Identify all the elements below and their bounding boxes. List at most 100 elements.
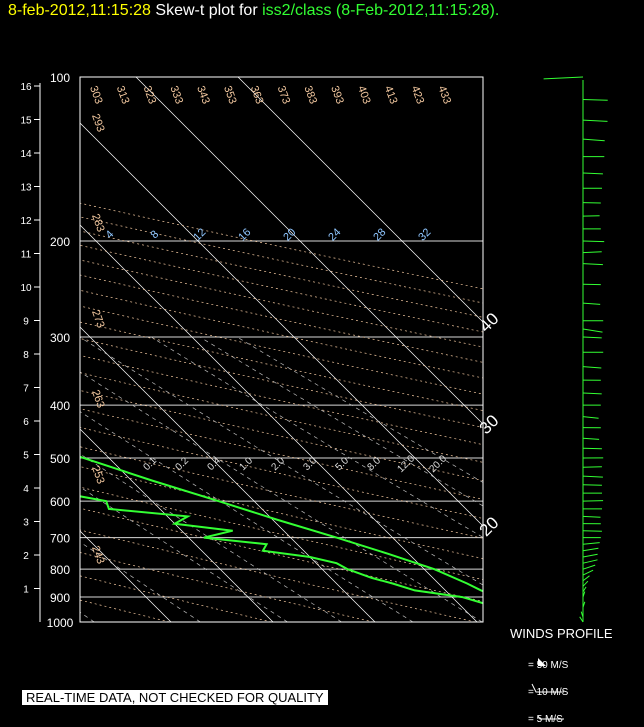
wind-barb — [582, 172, 603, 175]
mixing-ratio-label-lower: 20.0 — [427, 453, 449, 475]
dry-adiabat — [80, 289, 483, 379]
dry-adiabat-label: 303 — [87, 84, 105, 105]
wind-barb — [582, 601, 586, 608]
height-km-label: 15 — [20, 116, 32, 127]
dry-adiabat — [80, 259, 483, 348]
wind-barb — [582, 263, 603, 266]
isotherm-label-right: 40 — [476, 309, 503, 336]
mixing-ratio-line — [199, 336, 483, 507]
wind-barb — [582, 515, 601, 518]
dry-adiabat — [80, 338, 483, 428]
dry-adiabat — [80, 321, 483, 411]
dry-adiabat — [80, 446, 483, 539]
title-date: 8-feb-2012,11:15:28 — [8, 2, 151, 19]
dry-adiabat-label: 323 — [141, 84, 159, 105]
dry-adiabat-label: 333 — [167, 84, 185, 105]
dry-adiabat-label: 353 — [221, 84, 239, 105]
wind-barb — [582, 240, 605, 243]
dry-adiabat-label-left: 273 — [89, 308, 107, 329]
dry-adiabat — [80, 372, 483, 463]
height-km-label: 9 — [23, 317, 29, 328]
wind-barb — [582, 366, 602, 369]
pressure-tick-label: 1000 — [47, 616, 74, 630]
wind-barb — [582, 564, 596, 570]
height-km-label: 6 — [23, 417, 29, 428]
dry-adiabat-label-left: 263 — [89, 388, 107, 409]
wind-barb — [582, 591, 586, 598]
height-km-label: 2 — [23, 551, 29, 562]
pressure-tick-label: 400 — [50, 399, 70, 413]
pressure-tick-label: 100 — [50, 71, 70, 85]
isotherm-line — [80, 224, 478, 622]
wind-barb — [582, 475, 603, 478]
wind-key-barb-icon — [531, 683, 564, 693]
dry-adiabat-label-left: 283 — [89, 212, 107, 233]
height-km-label: 13 — [20, 183, 32, 194]
mixing-ratio-line — [151, 336, 483, 538]
height-km-label: 16 — [20, 82, 32, 93]
wind-key-10: = 10 M/S — [528, 687, 569, 698]
dry-adiabat — [80, 305, 483, 395]
pressure-tick-label: 900 — [50, 591, 70, 605]
height-km-label: 8 — [23, 350, 29, 361]
wind-key-5: = 5 M/S — [528, 714, 563, 725]
mixing-ratio-line — [80, 486, 288, 622]
wind-barb — [582, 416, 599, 419]
dry-adiabat — [80, 507, 483, 602]
wind-barb — [582, 575, 590, 582]
dry-adiabat-label: 433 — [435, 84, 453, 105]
wind-barb — [582, 569, 594, 576]
dry-adiabat — [80, 202, 483, 290]
dry-adiabat-label: 373 — [275, 84, 293, 105]
wind-barb — [582, 542, 600, 545]
wind-barb — [579, 616, 584, 623]
quality-notice: REAL-TIME DATA, NOT CHECKED FOR QUALITY — [22, 690, 328, 705]
plot-frame — [79, 76, 484, 623]
dry-adiabat — [80, 466, 483, 559]
wind-barb — [582, 437, 600, 440]
wind-barb — [582, 547, 599, 552]
isotherm-line — [135, 77, 483, 425]
isotherm-label-right: 30 — [476, 411, 503, 438]
wind-barb — [582, 328, 603, 333]
dry-adiabat — [80, 230, 483, 318]
wind-barb — [582, 138, 605, 142]
wind-barb — [580, 611, 584, 618]
dry-adiabat-label: 423 — [409, 84, 427, 105]
dry-adiabat — [80, 244, 483, 333]
height-km-label: 14 — [20, 149, 32, 160]
dry-adiabat-label: 413 — [382, 84, 400, 105]
height-km-label: 5 — [23, 451, 29, 462]
wind-barb — [582, 302, 601, 305]
winds-profile-label: WINDS PROFILE — [510, 626, 613, 641]
dry-adiabat-label-left: 293 — [89, 112, 107, 133]
dry-adiabat-label: 363 — [248, 84, 266, 105]
wind-barb — [582, 99, 608, 101]
dry-adiabat — [80, 274, 483, 363]
height-km-label: 4 — [23, 484, 29, 495]
wind-key-halfbarb-icon — [537, 715, 564, 720]
dry-adiabat — [80, 216, 483, 304]
wind-barb — [582, 392, 602, 395]
pressure-tick-label: 700 — [50, 532, 70, 546]
pressure-tick-label: 200 — [50, 235, 70, 249]
dry-adiabat — [80, 355, 483, 446]
height-km-label: 10 — [20, 283, 32, 294]
isotherm-line — [237, 77, 483, 323]
wind-barb — [582, 553, 598, 558]
mixing-ratio-line — [80, 453, 342, 622]
dry-adiabat — [80, 486, 483, 580]
mixing-ratio-line — [80, 411, 414, 622]
dry-adiabat — [80, 408, 483, 500]
isotherm-line — [80, 122, 483, 527]
dry-adiabat-label-left: 253 — [89, 464, 107, 485]
dry-adiabat-label: 383 — [301, 84, 319, 105]
wind-barb — [582, 336, 602, 339]
isotherm-line — [80, 428, 274, 622]
isotherm-line — [80, 326, 376, 622]
title-label: Skew-t plot for — [155, 2, 258, 19]
height-km-label: 12 — [20, 216, 32, 227]
temperature-profile — [80, 455, 483, 593]
pressure-tick-label: 600 — [50, 495, 70, 509]
